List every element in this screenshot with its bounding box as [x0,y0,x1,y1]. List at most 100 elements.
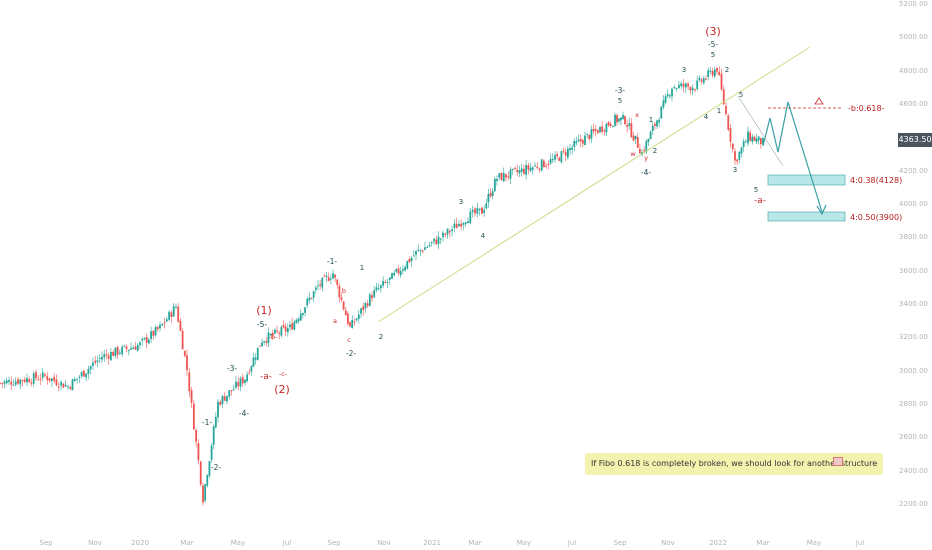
fib-zone-0500 [767,211,846,222]
candle-body [678,84,680,89]
candle-body [237,382,240,387]
candle-body [163,322,166,324]
candle-body [740,147,743,154]
wave-label-sub: w [630,150,636,158]
candle-body [747,131,749,144]
candle-body [154,327,157,336]
candle-body [19,379,22,385]
x-tick-label: 2021 [423,539,441,547]
candle-body [317,285,319,287]
wave-label-sub: x [635,111,639,119]
candle-body [483,209,486,213]
candle-body [534,165,536,167]
candle-body [202,485,204,503]
last-price-tag: 4363.50 [898,133,932,147]
candle-body [232,389,235,391]
candle-body [609,123,612,126]
candle-body [346,313,349,324]
candle-body [271,332,274,336]
annotation-note[interactable]: If Fibo 0.618 is completely broken, we s… [585,453,884,475]
candles [0,65,764,506]
y-tick-label: 4600.00 [899,100,928,108]
x-tick-label: May [807,539,821,547]
candle-body [705,78,707,80]
candle-body [698,77,701,80]
candle-body [614,114,616,126]
candle-body [373,290,376,298]
candle-body [10,381,13,385]
candle-body [67,386,69,388]
candle-body [666,94,669,97]
candle-body [183,351,186,356]
candle-body [720,73,723,90]
candle-body [554,155,556,160]
candle-body [35,372,37,379]
candle-body [161,323,164,326]
candle-body [21,380,24,382]
candle-body [306,298,309,306]
x-tick-label: Nov [661,539,675,547]
candle-body [284,326,287,332]
candle-body [64,384,67,387]
candle-body [261,342,263,347]
candle-body [751,136,754,142]
candle-body [132,347,135,350]
candle-body [8,379,10,382]
candle-body [14,381,17,385]
candle-body [94,360,97,363]
candle-body [759,138,762,145]
candle-body [103,354,106,358]
candle-body [540,159,543,171]
candle-body [349,322,351,327]
candle-body [474,208,476,214]
candle-body [408,258,411,263]
candle-body [69,386,72,389]
candle-body [399,271,402,276]
candle-body [5,380,8,384]
candle-body [636,137,639,148]
wave-label-sub: 2 [725,66,729,74]
wave-label-minor: -3- [615,86,625,95]
candle-body [223,396,226,401]
candle-body [210,445,213,460]
x-tick-label: Sep [613,539,627,547]
candle-body [342,301,345,310]
candle-body [412,255,415,257]
candle-body [660,106,663,119]
candle-body [289,324,291,328]
candle-body [254,357,257,360]
wave-label-sub: 3 [459,198,463,206]
candle-body [575,141,578,144]
candle-body [362,306,365,311]
candle-body [694,89,696,91]
candle-body [755,138,758,142]
projection-path [762,101,823,213]
wave-label-sub: 1 [717,107,721,115]
candle-body [455,223,458,229]
candle-body [258,345,261,347]
candle-body [729,127,732,142]
candle-body [336,279,339,286]
candle-body [165,319,168,322]
candle-body [662,100,665,108]
candle-body [23,379,26,382]
candle-body [446,228,449,235]
candle-body [85,373,88,378]
x-tick-label: Sep [39,539,53,547]
candle-body [181,330,184,350]
candle-body [37,379,40,381]
candle-body [384,282,387,284]
candle-body [622,114,624,119]
note-icon[interactable] [833,457,843,466]
candle-body [241,377,244,384]
x-tick-label: Jul [855,539,865,547]
candle-body [44,374,46,376]
candle-body [549,159,552,164]
candle-body [560,151,563,163]
candle-body [228,390,231,397]
candle-body [152,330,155,336]
candle-body [529,167,532,172]
y-tick-label: 4200.00 [899,167,928,175]
